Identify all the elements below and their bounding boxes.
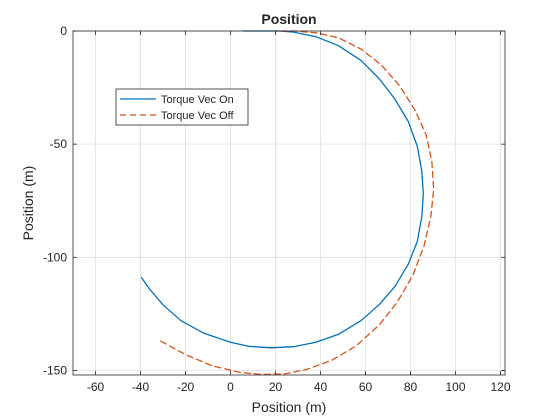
x-tick-label: -20 <box>177 380 195 394</box>
x-tick-label: -40 <box>132 380 150 394</box>
legend-label-1: Torque Vec On <box>161 94 234 106</box>
ticks: -60 -40 -20 0 20 40 60 80 100 120 -150 -100 -50 0 <box>43 24 511 394</box>
legend-entries: Torque Vec On Torque Vec Off <box>120 94 235 122</box>
x-tick-label: -60 <box>87 380 105 394</box>
plot-area <box>73 31 505 375</box>
y-tick-label: -50 <box>50 137 68 151</box>
x-tick-label: 120 <box>490 380 510 394</box>
y-axis-title: Position (m) <box>20 166 36 241</box>
x-axis-title: Position (m) <box>252 399 327 415</box>
x-tick-label: 20 <box>269 380 283 394</box>
y-tick-label: 0 <box>60 24 67 38</box>
x-tick-label: 40 <box>314 380 328 394</box>
x-tick-label: 100 <box>445 380 465 394</box>
x-tick-label: 80 <box>404 380 418 394</box>
y-tick-label: -150 <box>43 363 67 377</box>
plot-frame <box>72 30 506 376</box>
x-tick-label: 60 <box>359 380 373 394</box>
x-tick-label: 0 <box>227 380 234 394</box>
series-line-2 <box>160 30 435 376</box>
chart-title: Position <box>261 11 316 27</box>
y-tick-label: -100 <box>43 250 67 264</box>
legend-label-2: Torque Vec Off <box>161 110 235 122</box>
series-line-1 <box>140 30 424 349</box>
legend-box <box>115 88 249 126</box>
series-layer <box>140 30 435 376</box>
legend: Torque Vec On Torque Vec Off <box>115 88 249 126</box>
